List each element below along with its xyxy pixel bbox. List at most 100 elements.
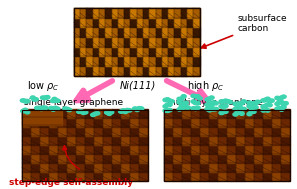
Bar (58, 127, 67, 136)
Bar (263, 127, 272, 136)
Bar (130, 118, 139, 127)
Bar (209, 172, 218, 181)
Circle shape (228, 100, 232, 104)
Circle shape (132, 107, 138, 110)
Circle shape (20, 99, 25, 102)
Circle shape (30, 96, 35, 99)
Bar (173, 136, 182, 145)
Bar (263, 145, 272, 154)
Circle shape (249, 101, 254, 105)
Circle shape (179, 105, 184, 108)
Bar (22, 127, 31, 136)
Bar (227, 154, 236, 163)
Circle shape (235, 105, 240, 109)
Bar (85, 154, 94, 163)
Bar (105, 47, 112, 57)
Bar (263, 163, 272, 172)
Bar (272, 118, 281, 127)
Bar (164, 172, 173, 181)
Bar (130, 37, 137, 47)
Text: Ni(111): Ni(111) (120, 81, 156, 90)
Circle shape (43, 96, 48, 99)
Bar (94, 127, 103, 136)
Bar (191, 145, 200, 154)
Bar (103, 136, 112, 145)
Circle shape (35, 106, 40, 110)
Bar (173, 127, 182, 136)
Bar (149, 27, 156, 37)
Bar (85, 163, 94, 172)
Bar (143, 66, 150, 76)
Circle shape (225, 100, 230, 103)
Bar (76, 154, 85, 163)
Bar (200, 163, 209, 172)
Bar (85, 118, 94, 127)
Bar (187, 37, 194, 47)
Circle shape (281, 102, 286, 106)
Circle shape (107, 112, 112, 115)
Bar (164, 154, 173, 163)
Bar (281, 154, 290, 163)
Circle shape (167, 103, 172, 106)
Bar (191, 172, 200, 181)
Circle shape (93, 112, 98, 115)
Circle shape (277, 100, 282, 104)
Bar (121, 127, 130, 136)
Bar (149, 47, 156, 57)
Circle shape (55, 99, 60, 102)
Bar (272, 163, 281, 172)
Bar (58, 145, 67, 154)
Bar (112, 163, 121, 172)
Bar (31, 163, 40, 172)
Bar (164, 145, 173, 154)
Circle shape (185, 106, 190, 109)
Circle shape (43, 106, 48, 109)
Bar (112, 172, 121, 181)
Circle shape (105, 111, 110, 114)
Bar (191, 154, 200, 163)
Bar (80, 56, 87, 66)
Circle shape (249, 110, 254, 113)
Bar (156, 66, 162, 76)
Bar (281, 118, 290, 127)
Bar (124, 66, 131, 76)
Bar (40, 109, 49, 119)
Circle shape (169, 100, 174, 103)
Bar (174, 18, 181, 27)
Circle shape (23, 100, 28, 103)
Circle shape (121, 109, 126, 112)
Bar (143, 56, 150, 66)
Bar (156, 47, 162, 57)
Bar (162, 47, 168, 57)
Bar (245, 109, 254, 119)
Circle shape (239, 112, 244, 115)
Bar (130, 109, 139, 119)
Circle shape (40, 96, 45, 99)
Bar (58, 136, 67, 145)
Circle shape (253, 106, 258, 109)
Bar (105, 18, 112, 27)
Bar (263, 136, 272, 145)
Bar (245, 118, 254, 127)
Bar (139, 145, 148, 154)
Circle shape (181, 95, 186, 98)
Bar (86, 47, 93, 57)
Bar (22, 109, 31, 119)
Bar (74, 66, 80, 76)
Bar (130, 145, 139, 154)
Bar (121, 172, 130, 181)
Bar (103, 118, 112, 127)
Circle shape (49, 106, 53, 110)
Bar (218, 118, 227, 127)
Bar (40, 163, 49, 172)
Bar (200, 154, 209, 163)
Bar (112, 27, 118, 37)
Bar (149, 8, 156, 18)
Bar (209, 136, 218, 145)
Bar (58, 109, 67, 119)
Circle shape (22, 99, 27, 102)
Circle shape (247, 101, 252, 105)
Bar (245, 127, 254, 136)
Bar (245, 145, 254, 154)
Bar (227, 163, 236, 172)
